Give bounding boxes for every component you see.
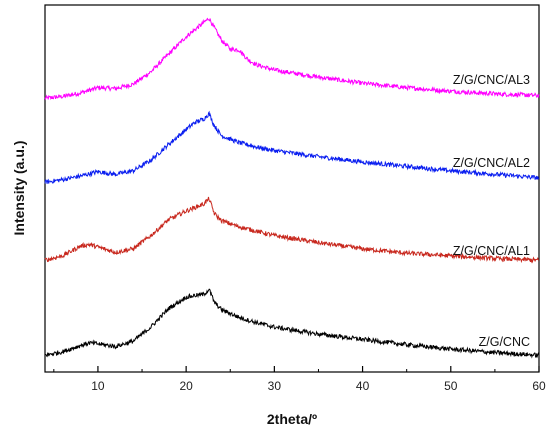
series-label-2: Z/G/CNC/AL2 — [453, 156, 530, 170]
series-label-4: Z/G/CNC — [479, 335, 530, 349]
x-tick-label: 10 — [91, 379, 105, 393]
series-label-3: Z/G/CNC/AL1 — [453, 244, 530, 258]
series-label-layer: Z/G/CNC/AL3 Z/G/CNC/AL2 Z/G/CNC/AL1 Z/G/CNC — [453, 73, 530, 349]
x-tick-layer: 10 20 30 40 50 60 — [53, 366, 546, 393]
x-tick-label: 60 — [532, 379, 546, 393]
x-tick-label: 50 — [444, 379, 458, 393]
series-line-4 — [44, 288, 540, 359]
plot-frame — [44, 4, 540, 373]
series-line-3 — [44, 196, 540, 264]
x-tick-label: 40 — [356, 379, 370, 393]
series-line-1 — [44, 17, 540, 101]
x-tick-label: 20 — [179, 379, 193, 393]
x-axis-title: 2theta/º — [267, 411, 317, 427]
y-axis-title: Intensity (a.u.) — [11, 141, 27, 236]
series-line-2 — [44, 110, 540, 184]
series-label-1: Z/G/CNC/AL3 — [453, 73, 530, 87]
x-tick-label: 30 — [268, 379, 282, 393]
series-layer — [44, 17, 540, 359]
